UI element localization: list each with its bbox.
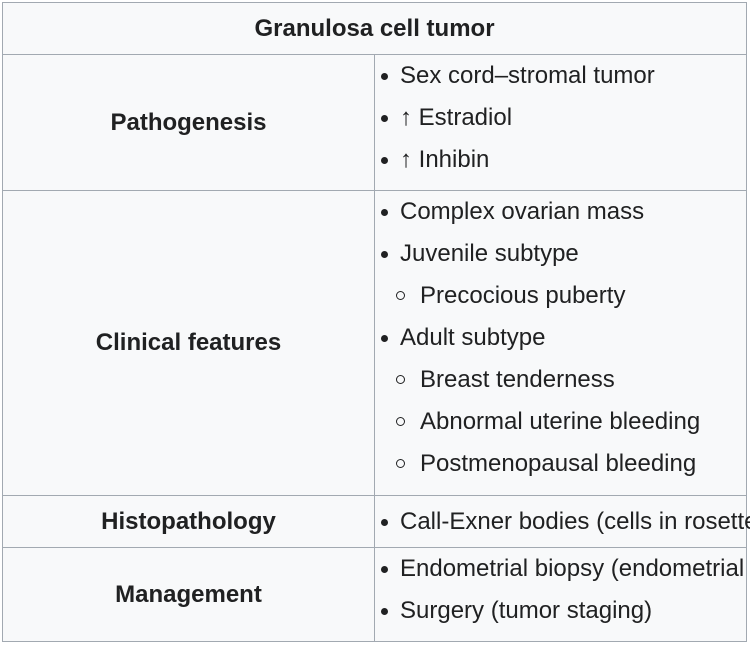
up-arrow-icon: ↑ [400,146,412,173]
list-item-text: Estradiol [412,104,513,131]
sub-bullet-list: Breast tenderness Abnormal uterine bleed… [375,359,746,485]
row-header-clinical-features: Clinical features [2,190,375,496]
list-item-text: Inhibin [412,146,490,173]
row-header-management: Management [2,547,375,642]
table-title: Granulosa cell tumor [2,2,747,55]
sub-list-item-text: Abnormal uterine bleeding [420,408,701,435]
row-header-pathogenesis: Pathogenesis [2,54,375,191]
row-clinical-features: Clinical features Complex ovarian mass J… [2,190,747,496]
list-item-text: Complex ovarian mass [400,198,645,225]
list-item: ↑ Inhibin [375,139,746,181]
row-content-pathogenesis: Sex cord–stromal tumor ↑ Estradiol ↑ Inh… [374,54,747,191]
row-header-histopathology: Histopathology [2,495,375,548]
sub-list-item-text: Postmenopausal bleeding [420,450,697,477]
list-item: Sex cord–stromal tumor [375,55,746,97]
sub-list-item: Abnormal uterine bleeding [375,401,746,443]
row-content-management: Endometrial biopsy (endometrial cancer) … [374,547,750,642]
sub-list-item: Breast tenderness [375,359,746,401]
row-histopathology: Histopathology Call-Exner bodies (cells … [2,495,750,548]
list-item-text: Juvenile subtype [400,240,579,267]
list-item: Adult subtype [375,317,746,359]
bullet-list: Call-Exner bodies (cells in rosette patt… [375,501,750,543]
bullet-list: Complex ovarian mass Juvenile subtype [375,191,746,275]
bullet-list: Endometrial biopsy (endometrial cancer) … [375,548,750,632]
list-item-text: Adult subtype [400,324,546,351]
sub-list-item-text: Breast tenderness [420,366,615,393]
table-title-row: Granulosa cell tumor [2,2,747,55]
list-item-text: Surgery (tumor staging) [400,597,653,624]
list-item: Call-Exner bodies (cells in rosette patt… [375,501,750,543]
row-content-histopathology: Call-Exner bodies (cells in rosette patt… [374,495,750,548]
list-item: ↑ Estradiol [375,97,746,139]
list-item: Surgery (tumor staging) [375,590,746,632]
list-item-text: Sex cord–stromal tumor [400,62,655,89]
list-item: Endometrial biopsy (endometrial cancer) [375,548,750,590]
bullet-list: Adult subtype [375,317,746,359]
sub-list-item: Precocious puberty [375,275,746,317]
up-arrow-icon: ↑ [400,104,412,131]
list-item-text: Endometrial biopsy (endometrial cancer) [400,555,750,582]
row-content-clinical-features: Complex ovarian mass Juvenile subtype Pr… [374,190,747,496]
sub-bullet-list: Precocious puberty [375,275,746,317]
sub-list-item-text: Precocious puberty [420,282,626,309]
row-management: Management Endometrial biopsy (endometri… [2,547,750,642]
list-item: Juvenile subtype [375,233,746,275]
list-item-text: Call-Exner bodies (cells in rosette patt… [400,507,750,535]
list-item: Complex ovarian mass [375,191,746,233]
sub-list-item: Postmenopausal bleeding [375,443,746,485]
row-pathogenesis: Pathogenesis Sex cord–stromal tumor ↑ Es… [2,54,747,191]
bullet-list: Sex cord–stromal tumor ↑ Estradiol ↑ Inh… [375,55,746,181]
